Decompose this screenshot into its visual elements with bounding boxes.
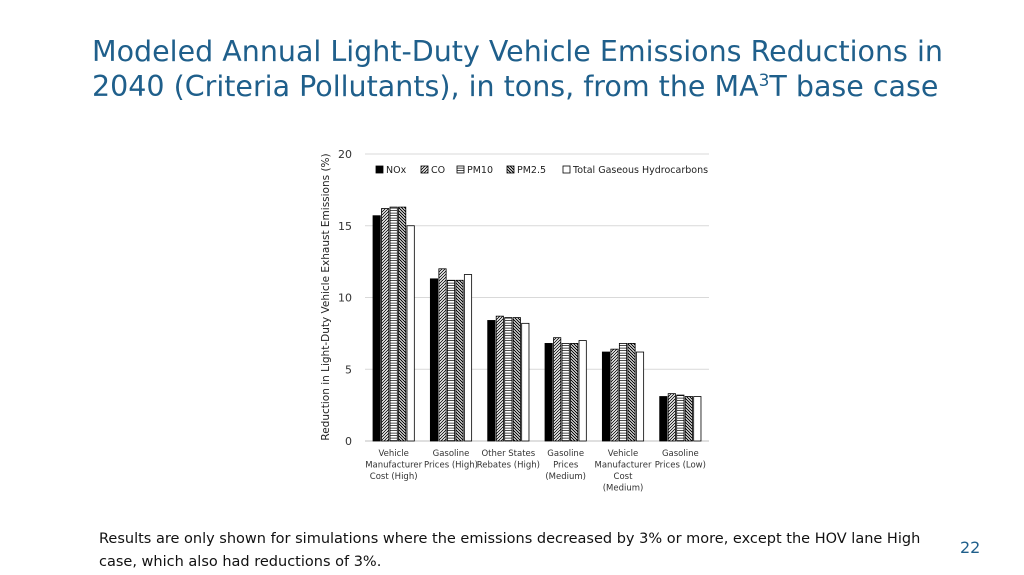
bar xyxy=(553,337,562,442)
bar xyxy=(372,215,381,442)
bar xyxy=(438,268,447,442)
bar xyxy=(618,343,628,442)
bar xyxy=(610,348,619,442)
title-text: Modeled Annual Light-Duty Vehicle Emissi… xyxy=(92,35,943,103)
title-superscript: 3 xyxy=(758,71,770,91)
legend-swatch xyxy=(506,165,515,174)
x-tick-label: Vehicle Manufacturer Cost (High) xyxy=(365,449,422,482)
y-axis-label: Reduction in Light-Duty Vehicle Exhaust … xyxy=(320,153,332,440)
bar xyxy=(455,279,464,442)
y-tick-label: 10 xyxy=(338,292,352,305)
legend-item: CO xyxy=(420,165,445,176)
bar xyxy=(601,351,611,442)
legend-label: Total Gaseous Hydrocarbons xyxy=(572,165,708,176)
bar xyxy=(512,317,521,442)
slide-title: Modeled Annual Light-Duty Vehicle Emissi… xyxy=(92,34,952,104)
legend-item: PM2.5 xyxy=(506,165,546,176)
y-axis-ticks: 0 5 10 15 20 xyxy=(338,148,352,448)
legend-label: PM10 xyxy=(467,165,493,176)
legend-swatch xyxy=(456,165,465,174)
bar xyxy=(667,393,676,442)
bar xyxy=(521,322,530,442)
legend-swatch xyxy=(562,165,571,174)
y-tick-label: 0 xyxy=(345,435,352,448)
legend-item: PM10 xyxy=(456,165,493,176)
bar xyxy=(676,394,685,442)
bar xyxy=(398,206,407,442)
legend-label: NOx xyxy=(386,165,407,176)
bar xyxy=(487,320,496,442)
x-tick-label: Gasoline Prices (Low) xyxy=(655,449,706,471)
footnote: Results are only shown for simulations w… xyxy=(99,531,921,570)
legend-label: PM2.5 xyxy=(517,165,546,176)
bar xyxy=(684,396,693,442)
bar xyxy=(693,396,702,442)
bar xyxy=(495,315,504,442)
bar xyxy=(389,206,398,442)
bar xyxy=(544,343,553,442)
bar xyxy=(406,225,415,442)
legend-swatch xyxy=(420,165,429,174)
bar xyxy=(381,208,390,442)
page-number: 22 xyxy=(960,538,981,557)
title-text-end: T base case xyxy=(769,70,939,103)
bar xyxy=(635,351,645,442)
x-tick-label: Vehicle Manufacturer Cost (Medium) xyxy=(595,449,652,494)
legend-swatch xyxy=(375,165,384,174)
bar xyxy=(578,340,587,442)
legend-label: CO xyxy=(431,165,445,176)
bar xyxy=(659,396,668,442)
x-tick-label: Gasoline Prices (High) xyxy=(424,449,478,471)
legend: NOx CO PM10 PM2.5 Total Gaseous Hydrocarbons xyxy=(375,165,708,176)
y-tick-label: 20 xyxy=(338,148,352,161)
bar xyxy=(429,278,439,442)
y-tick-label: 5 xyxy=(345,363,352,376)
bar xyxy=(463,274,473,442)
x-tick-label: Other States Rebates (High) xyxy=(477,449,540,471)
bar xyxy=(570,343,579,442)
bar xyxy=(446,279,456,442)
x-axis-labels: Vehicle Manufacturer Cost (High)Gasoline Pr… xyxy=(365,449,706,494)
gridlines xyxy=(365,153,709,442)
y-tick-label: 15 xyxy=(338,220,352,233)
bars xyxy=(372,206,702,442)
x-tick-label: Gasoline Prices (Medium) xyxy=(545,449,586,482)
bar xyxy=(561,343,570,442)
bar xyxy=(627,343,636,442)
legend-item: Total Gaseous Hydrocarbons xyxy=(562,165,708,176)
legend-item: NOx xyxy=(375,165,407,176)
bar xyxy=(504,317,513,442)
